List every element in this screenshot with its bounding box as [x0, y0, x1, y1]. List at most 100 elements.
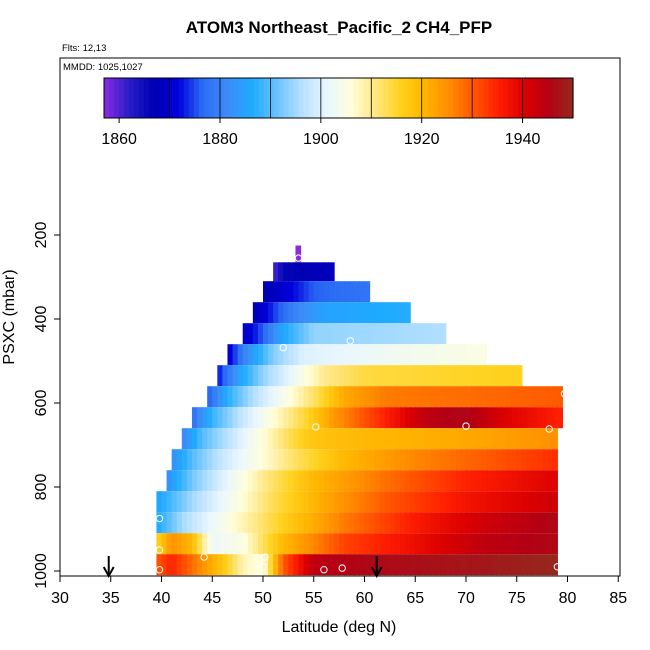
heatmap-cell [212, 554, 218, 576]
heatmap-cell [318, 533, 325, 555]
heatmap-cell [440, 449, 447, 471]
heatmap-cell [323, 281, 330, 303]
heatmap-cell [359, 491, 366, 513]
colorbar-segment [113, 78, 120, 118]
heatmap-cell [410, 386, 416, 408]
heatmap-cell [445, 365, 452, 387]
heatmap-cell [496, 365, 503, 387]
heatmap-cell [202, 428, 208, 450]
heatmap-cell [207, 386, 213, 408]
heatmap-cell [313, 323, 320, 345]
heatmap-cell [222, 407, 229, 429]
heatmap-cell [191, 407, 198, 429]
colorbar-segment [458, 78, 464, 118]
heatmap-cell [303, 512, 310, 534]
heatmap-cell [191, 491, 198, 513]
heatmap-cell [364, 512, 371, 534]
heatmap-cell [303, 491, 310, 513]
heatmap-cell [242, 407, 249, 429]
heatmap-cell [430, 470, 437, 492]
heatmap-cell [298, 491, 305, 513]
heatmap-cell [197, 512, 203, 534]
heatmap-cell [476, 554, 482, 576]
colorbar-segment [218, 78, 225, 118]
colorbar-segment [498, 78, 504, 118]
heatmap-cell [389, 533, 396, 555]
heatmap-cell [334, 281, 340, 303]
heatmap-cell [247, 428, 254, 450]
heatmap-cell [460, 407, 467, 429]
x-axis-label: Latitude (deg N) [282, 619, 397, 636]
heatmap-cell [308, 554, 315, 576]
heatmap-cell [450, 491, 457, 513]
heatmap-cell [232, 533, 239, 555]
heatmap-cell [364, 281, 371, 303]
colorbar-segment [558, 78, 564, 118]
heatmap-cell [501, 512, 508, 534]
heatmap-cell [308, 302, 315, 324]
observation-point [560, 390, 569, 398]
heatmap-cell [303, 533, 310, 555]
heatmap-cell [496, 386, 503, 408]
heatmap-cell [359, 407, 366, 429]
heatmap-cell [537, 428, 543, 450]
colorbar-segment [293, 78, 300, 118]
observation-point [312, 423, 320, 431]
heatmap-cell [466, 407, 472, 429]
heatmap-cell [308, 323, 315, 345]
heatmap-cell [501, 470, 508, 492]
heatmap-cell [323, 470, 330, 492]
heatmap-cell [394, 449, 401, 471]
heatmap-cell [364, 554, 371, 576]
heatmap-cell [420, 470, 426, 492]
heatmap-cell [197, 533, 203, 555]
heatmap-cell [298, 302, 305, 324]
colorbar-segment [483, 78, 489, 118]
heatmap-cell [531, 407, 538, 429]
colorbar-segment [158, 78, 165, 118]
heatmap-cell [369, 533, 376, 555]
heatmap-cell [288, 554, 295, 576]
heatmap-cell [252, 302, 259, 324]
heatmap-cell [501, 533, 508, 555]
heatmap-cell [445, 533, 452, 555]
heatmap-cell [455, 428, 462, 450]
heatmap-cell [506, 386, 513, 408]
heatmap-cell [537, 470, 543, 492]
heatmap-cell [430, 533, 437, 555]
colorbar-segment [168, 78, 175, 118]
heatmap-cell [450, 344, 457, 366]
surface-arrow [370, 556, 383, 579]
heatmap-cell [308, 449, 315, 471]
x-tick-label: 85 [609, 590, 627, 607]
heatmap-cell [400, 386, 406, 408]
heatmap-cell [435, 533, 442, 555]
heatmap-cell [166, 491, 173, 513]
dates-label: MMDD: 1025,1027 [63, 62, 143, 73]
heatmap-cell [506, 449, 513, 471]
heatmap-cell [263, 302, 269, 324]
y-tick-label: 600 [33, 390, 50, 417]
heatmap-cell [405, 365, 411, 387]
heatmap-cell [471, 533, 477, 555]
heatmap-cell [394, 470, 401, 492]
heatmap-cell [435, 365, 442, 387]
colorbar-segment [383, 78, 389, 118]
heatmap-cell [455, 470, 462, 492]
heatmap-cell [217, 554, 223, 576]
x-tick-label: 60 [356, 590, 374, 607]
heatmap-cell [268, 344, 274, 366]
heatmap-cell [379, 323, 386, 345]
heatmap-cell [364, 365, 371, 387]
heatmap-cell [186, 449, 193, 471]
heatmap-cell [476, 344, 482, 366]
heatmap-cell [394, 428, 401, 450]
heatmap-cell [496, 533, 503, 555]
heatmap-cell [303, 323, 310, 345]
heatmap-cell [263, 470, 269, 492]
heatmap-cell [537, 449, 543, 471]
heatmap-cell [176, 512, 183, 534]
heatmap-cell [420, 407, 426, 429]
heatmap-cell [349, 428, 355, 450]
heatmap-cell [511, 365, 518, 387]
